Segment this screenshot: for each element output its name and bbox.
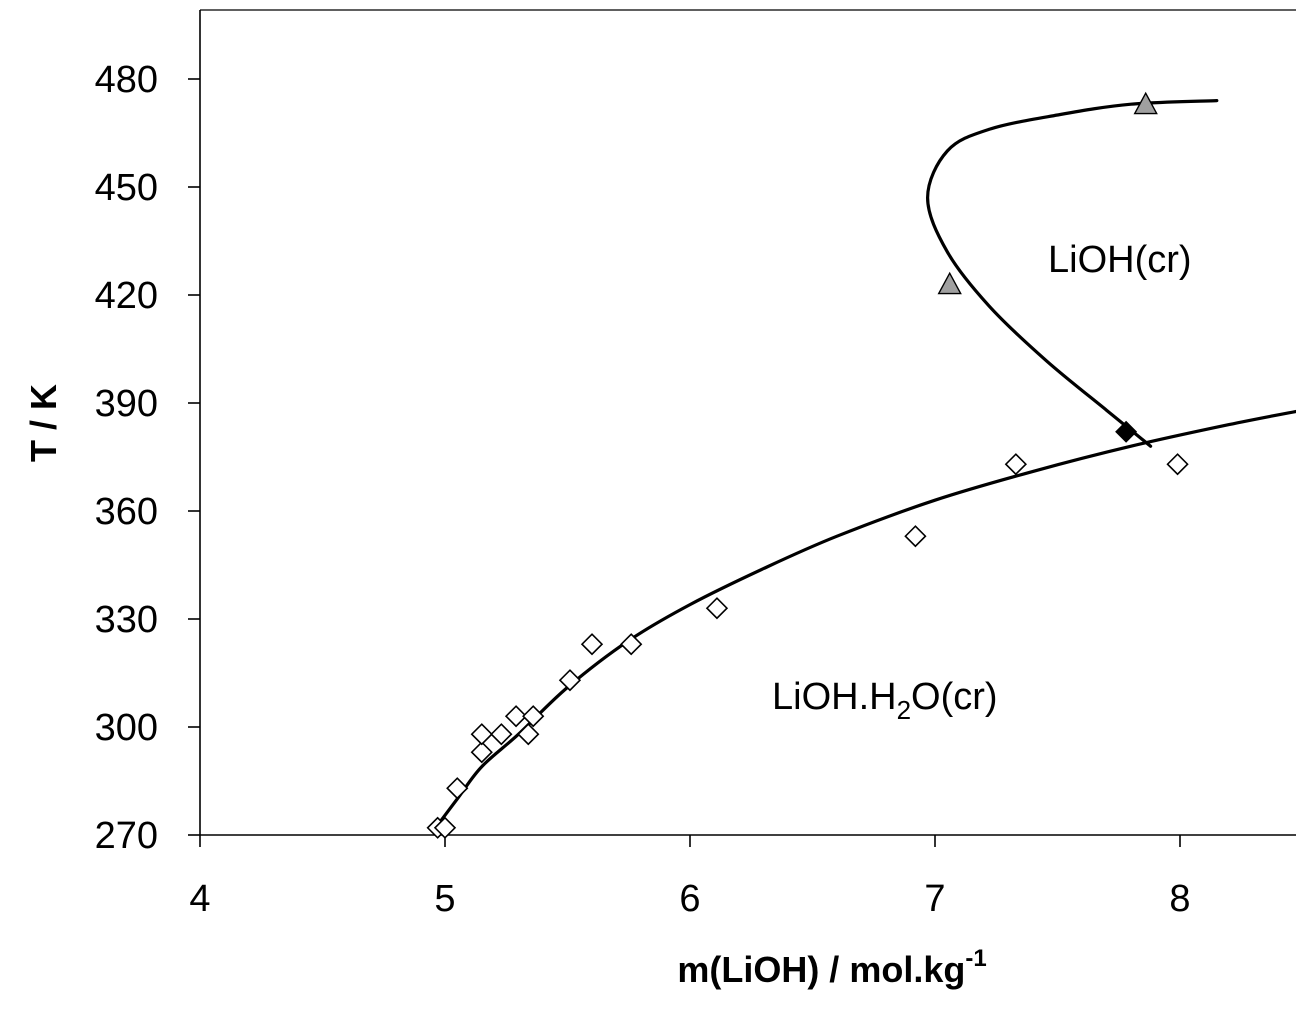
y-tick-label: 450 <box>95 167 158 209</box>
y-tick-label: 300 <box>95 707 158 749</box>
y-tick-label: 330 <box>95 599 158 641</box>
x-tick-label: 8 <box>1169 878 1190 920</box>
x-tick-label: 4 <box>189 878 210 920</box>
x-tick-label: 5 <box>434 878 455 920</box>
markers <box>426 91 1189 839</box>
data-point-open-diamond <box>1166 453 1189 476</box>
y-tick-label: 420 <box>95 275 158 317</box>
data-point-open-diamond <box>558 669 582 692</box>
data-point-open-diamond <box>490 723 513 746</box>
data-point-open-diamond <box>433 816 457 839</box>
axes <box>188 9 1296 847</box>
region-label-lioh-monohydrate: LiOH.H2O(cr) <box>772 676 998 725</box>
data-point-open-diamond <box>620 633 643 656</box>
data-point-open-diamond <box>580 633 604 656</box>
region-label-suffix: O(cr) <box>911 676 998 718</box>
region-label-prefix: LiOH.H <box>772 676 897 718</box>
tick-labels: 270 300 330 360 390 420 450 480 4 5 6 7 8 <box>95 59 1191 920</box>
region-label-subscript: 2 <box>897 695 911 725</box>
data-point-open-diamond <box>446 777 469 800</box>
x-tick-label: 6 <box>679 878 700 920</box>
data-point-triangle <box>937 271 962 295</box>
data-point-open-diamond <box>1004 453 1027 476</box>
data-point-open-diamond <box>517 723 540 746</box>
data-point-open-diamond <box>470 723 493 746</box>
data-point-open-diamond <box>522 705 545 728</box>
solubility-curve-4 <box>926 99 1219 448</box>
data-point-open-diamond <box>470 741 493 764</box>
x-axis-title-superscript: -1 <box>965 945 986 972</box>
data-point-open-diamond <box>705 597 729 620</box>
y-tick-label: 360 <box>95 491 158 533</box>
curves <box>431 99 1296 833</box>
y-axis-title: T / K <box>23 384 64 462</box>
data-point-open-diamond <box>504 705 528 728</box>
x-axis-title-main: m(LiOH) / mol.kg <box>677 949 965 990</box>
y-tick-label: 480 <box>95 59 158 101</box>
data-point-triangle <box>1133 91 1158 115</box>
x-axis-title: m(LiOH) / mol.kg-1 <box>677 945 986 990</box>
region-label-lioh: LiOH(cr) <box>1048 239 1192 281</box>
solubility-curve-3 <box>431 409 1296 833</box>
x-tick-label: 7 <box>924 878 945 920</box>
data-point-filled-diamond <box>1115 420 1138 443</box>
y-tick-label: 390 <box>95 383 158 425</box>
y-tick-label: 270 <box>95 815 158 857</box>
data-point-open-diamond <box>904 525 927 548</box>
